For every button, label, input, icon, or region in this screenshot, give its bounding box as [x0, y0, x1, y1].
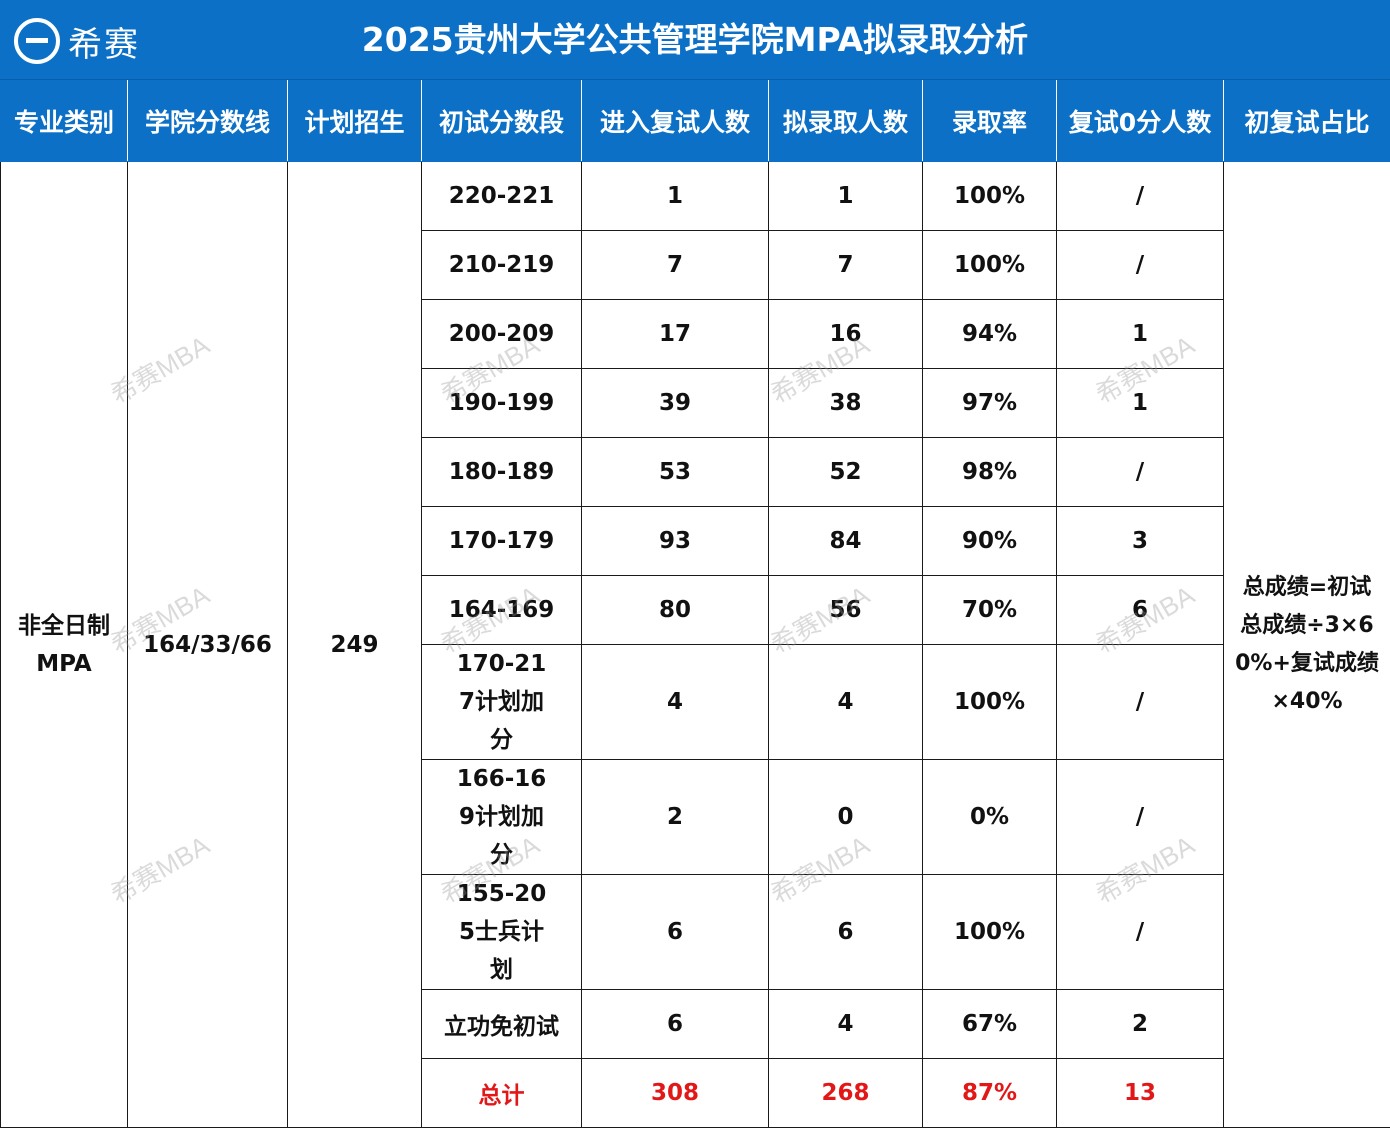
rate-cell: 0%	[923, 760, 1057, 875]
rate-cell: 67%	[923, 990, 1057, 1059]
retest-cell: 53	[582, 438, 769, 507]
range-cell: 166-169计划加分	[422, 760, 582, 875]
col-header: 初试分数段	[422, 81, 582, 162]
col-header: 初复试占比	[1224, 81, 1390, 162]
range-cell: 170-217计划加分	[422, 645, 582, 760]
range-cell: 155-205士兵计划	[422, 875, 582, 990]
retest-cell: 2	[582, 760, 769, 875]
range-cell: 164-169	[422, 576, 582, 645]
admitted-cell: 6	[769, 875, 923, 990]
zero-cell: 2	[1057, 990, 1224, 1059]
retest-cell: 39	[582, 369, 769, 438]
score-line-cell: 164/33/66	[128, 162, 288, 1128]
major-cell: 非全日制MPA	[1, 162, 128, 1128]
logo: 希赛	[14, 16, 140, 66]
admitted-cell: 1	[769, 162, 923, 231]
admitted-cell: 7	[769, 231, 923, 300]
total-retest: 308	[582, 1059, 769, 1128]
title-bar: 希赛 2025贵州大学公共管理学院MPA拟录取分析	[0, 0, 1390, 80]
rate-cell: 97%	[923, 369, 1057, 438]
admitted-cell: 0	[769, 760, 923, 875]
zero-cell: 1	[1057, 300, 1224, 369]
range-cell: 220-221	[422, 162, 582, 231]
ratio-note-cell: 总成绩=初试总成绩÷3×60%+复试成绩×40%	[1224, 162, 1390, 1128]
admitted-cell: 16	[769, 300, 923, 369]
range-cell: 立功免初试	[422, 990, 582, 1059]
col-header: 计划招生	[288, 81, 422, 162]
zero-cell: /	[1057, 231, 1224, 300]
rate-cell: 70%	[923, 576, 1057, 645]
rate-cell: 100%	[923, 875, 1057, 990]
retest-cell: 6	[582, 875, 769, 990]
range-cell: 190-199	[422, 369, 582, 438]
admitted-cell: 4	[769, 645, 923, 760]
col-header: 复试0分人数	[1057, 81, 1224, 162]
col-header: 录取率	[923, 81, 1057, 162]
range-cell: 200-209	[422, 300, 582, 369]
table-row: 非全日制MPA 164/33/66 249 220-221 1 1 100% /…	[1, 162, 1390, 231]
retest-cell: 17	[582, 300, 769, 369]
zero-cell: 3	[1057, 507, 1224, 576]
rate-cell: 94%	[923, 300, 1057, 369]
col-header: 学院分数线	[128, 81, 288, 162]
zero-cell: /	[1057, 875, 1224, 990]
total-zero: 13	[1057, 1059, 1224, 1128]
zero-cell: /	[1057, 760, 1224, 875]
retest-cell: 80	[582, 576, 769, 645]
total-rate: 87%	[923, 1059, 1057, 1128]
admission-table: 专业类别 学院分数线 计划招生 初试分数段 进入复试人数 拟录取人数 录取率 复…	[0, 80, 1390, 1128]
retest-cell: 93	[582, 507, 769, 576]
header-row: 专业类别 学院分数线 计划招生 初试分数段 进入复试人数 拟录取人数 录取率 复…	[1, 81, 1390, 162]
col-header: 拟录取人数	[769, 81, 923, 162]
admitted-cell: 4	[769, 990, 923, 1059]
total-admitted: 268	[769, 1059, 923, 1128]
retest-cell: 7	[582, 231, 769, 300]
page-title: 2025贵州大学公共管理学院MPA拟录取分析	[220, 16, 1170, 64]
admitted-cell: 56	[769, 576, 923, 645]
zero-cell: /	[1057, 438, 1224, 507]
zero-cell: 1	[1057, 369, 1224, 438]
rate-cell: 100%	[923, 162, 1057, 231]
col-header: 专业类别	[1, 81, 128, 162]
zero-cell: 6	[1057, 576, 1224, 645]
range-cell: 170-179	[422, 507, 582, 576]
rate-cell: 100%	[923, 231, 1057, 300]
retest-cell: 1	[582, 162, 769, 231]
logo-text: 希赛	[68, 17, 140, 66]
rate-cell: 90%	[923, 507, 1057, 576]
admitted-cell: 38	[769, 369, 923, 438]
col-header: 进入复试人数	[582, 81, 769, 162]
total-label: 总计	[422, 1059, 582, 1128]
logo-icon	[14, 18, 60, 64]
zero-cell: /	[1057, 645, 1224, 760]
range-cell: 180-189	[422, 438, 582, 507]
plan-cell: 249	[288, 162, 422, 1128]
rate-cell: 98%	[923, 438, 1057, 507]
range-cell: 210-219	[422, 231, 582, 300]
retest-cell: 6	[582, 990, 769, 1059]
admitted-cell: 52	[769, 438, 923, 507]
retest-cell: 4	[582, 645, 769, 760]
zero-cell: /	[1057, 162, 1224, 231]
rate-cell: 100%	[923, 645, 1057, 760]
admitted-cell: 84	[769, 507, 923, 576]
